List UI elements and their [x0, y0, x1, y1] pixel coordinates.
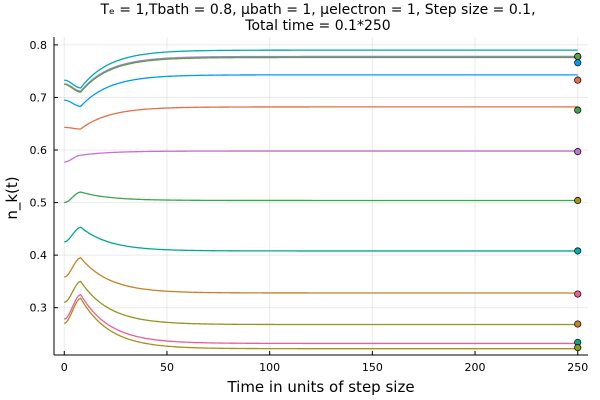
- series-line-12: [64, 56, 578, 93]
- series-line-2: [64, 106, 578, 130]
- endpoint-marker-3: [574, 106, 582, 114]
- series-line-6: [64, 49, 578, 89]
- x-tick-label-2: 100: [259, 361, 280, 374]
- x-axis-label: Time in units of step size: [226, 378, 414, 396]
- series-line-5: [63, 297, 578, 350]
- series-line-1: [64, 74, 578, 108]
- endpoint-marker-10: [574, 344, 582, 352]
- series-line-8: [64, 256, 578, 294]
- x-tick-label-4: 200: [465, 361, 486, 374]
- endpoint-marker-4: [574, 148, 582, 156]
- endpoint-marker-2: [574, 76, 582, 84]
- endpoint-markers: [574, 52, 582, 352]
- y-tick-label-4: 0.7: [30, 91, 48, 104]
- endpoint-marker-6: [574, 247, 582, 255]
- series-line-7: [63, 293, 578, 345]
- y-axis-label: n_k(t): [3, 176, 22, 219]
- chart-title-line-1: Tₑ = 1,Tbath = 0.8, μbath = 1, μelectron…: [99, 2, 535, 18]
- series-lines: [63, 49, 578, 350]
- x-tick-label-0: 0: [61, 361, 68, 374]
- series-line-11: [64, 55, 578, 92]
- series-line-3: [64, 191, 578, 204]
- y-tick-label-3: 0.6: [30, 144, 48, 157]
- endpoint-marker-12: [574, 52, 582, 60]
- y-tick-label-1: 0.4: [30, 249, 48, 262]
- x-tick-label-3: 150: [362, 361, 383, 374]
- chart-title-line-2: Total time = 0.1*250: [244, 18, 390, 34]
- series-line-4: [64, 150, 578, 163]
- series-line-9: [64, 226, 578, 252]
- endpoint-marker-8: [574, 320, 582, 328]
- axes: 0 50 100 150 200 250 0.3 0.4 0.5 0.6 0.7 0.8: [30, 37, 588, 374]
- y-tick-label-0: 0.3: [30, 302, 48, 315]
- endpoint-marker-5: [574, 196, 582, 205]
- endpoint-marker-7: [574, 290, 582, 298]
- x-tick-label-1: 50: [160, 361, 174, 374]
- y-tick-label-2: 0.5: [30, 197, 48, 210]
- x-tick-label-5: 250: [567, 361, 588, 374]
- series-line-10: [64, 280, 578, 326]
- y-tick-label-5: 0.8: [30, 39, 48, 52]
- grid: [54, 37, 588, 355]
- endpoint-marker-1: [574, 59, 582, 67]
